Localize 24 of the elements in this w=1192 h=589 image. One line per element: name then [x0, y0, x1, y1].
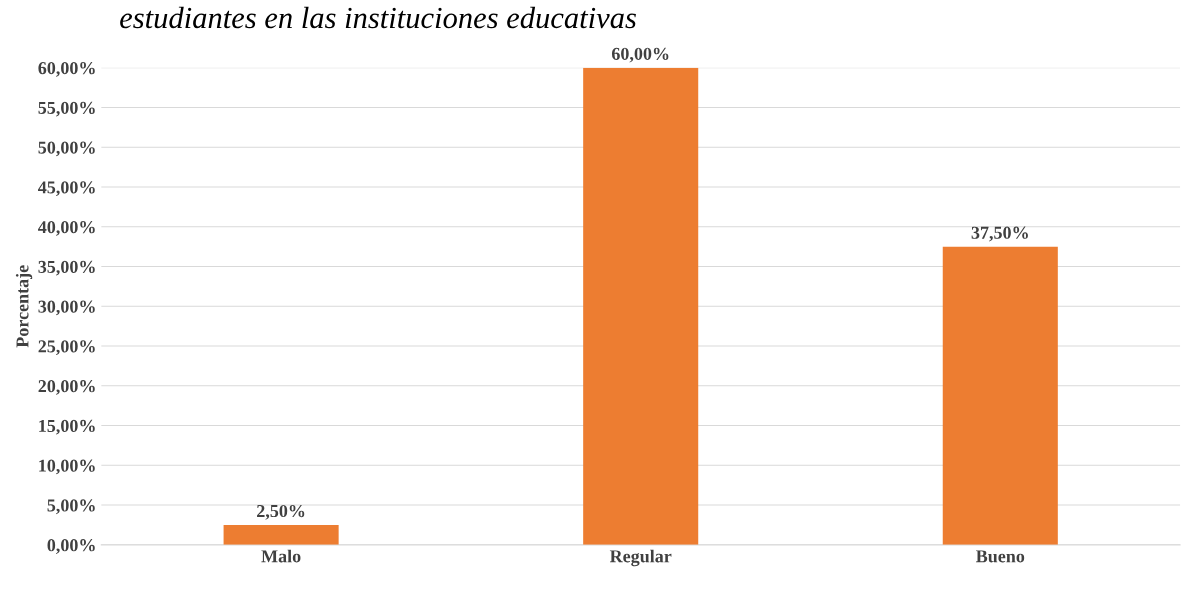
y-tick-label: 30,00%	[38, 300, 95, 316]
y-tick-label: 0,00%	[47, 539, 95, 554]
bar	[223, 524, 339, 545]
x-tick-label: Malo	[261, 549, 301, 563]
y-tick-label: 55,00%	[38, 101, 95, 117]
data-label: 37,50%	[971, 226, 1028, 242]
y-tick-label: 60,00%	[38, 61, 95, 77]
x-tick-label: Bueno	[976, 550, 1025, 563]
y-tick-label: 20,00%	[38, 380, 95, 395]
y-tick-label: 15,00%	[39, 419, 95, 435]
y-tick-label: 45,00%	[38, 181, 95, 197]
y-tick-label: 50,00%	[38, 141, 95, 157]
y-tick-label: 5,00%	[47, 499, 95, 515]
chart-title: estudiantes en las instituciones educativas	[120, 6, 636, 29]
data-label: 2,50%	[257, 504, 305, 520]
y-tick-label: 40,00%	[38, 221, 95, 236]
x-tick-label: Regular	[609, 549, 672, 567]
y-tick-label: 10,00%	[39, 459, 95, 475]
bar	[583, 67, 699, 545]
y-tick-label: 25,00%	[38, 340, 95, 356]
bar	[942, 246, 1058, 545]
data-label: 60,00%	[611, 47, 669, 63]
y-axis-title: Porcentaje	[15, 265, 33, 348]
y-tick-label: 35,00%	[38, 260, 95, 276]
